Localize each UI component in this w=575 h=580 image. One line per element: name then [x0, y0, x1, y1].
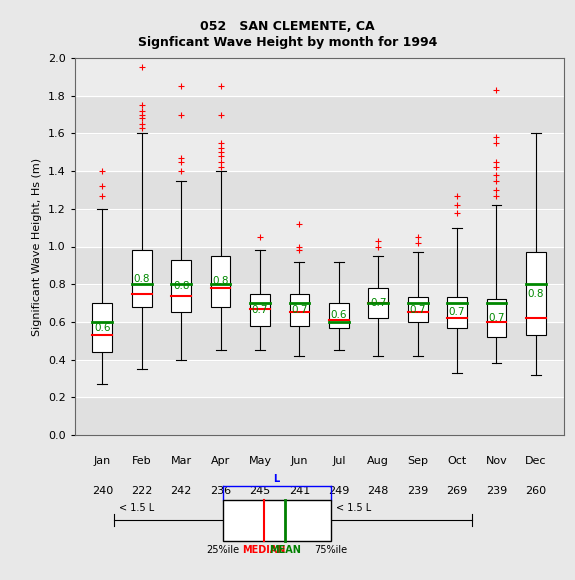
- Text: May: May: [248, 456, 271, 466]
- Bar: [290, 293, 309, 326]
- Bar: [250, 293, 270, 326]
- Text: MEAN: MEAN: [270, 545, 301, 555]
- Text: < 1.5 L: < 1.5 L: [336, 503, 371, 513]
- Text: 25%ile: 25%ile: [206, 545, 239, 555]
- Text: 0.7: 0.7: [409, 304, 426, 314]
- Text: 0.6: 0.6: [94, 322, 110, 332]
- Text: 0.7: 0.7: [449, 307, 465, 317]
- Text: 269: 269: [446, 486, 467, 496]
- Bar: [447, 298, 467, 328]
- Text: 239: 239: [407, 486, 428, 496]
- Text: 75%ile: 75%ile: [315, 545, 347, 555]
- Text: Dec: Dec: [525, 456, 547, 466]
- Text: 222: 222: [131, 486, 152, 496]
- Bar: [75, 58, 564, 96]
- Bar: [132, 251, 152, 307]
- Text: < 1.5 L: < 1.5 L: [119, 503, 154, 513]
- Bar: [75, 322, 564, 360]
- Text: 245: 245: [250, 486, 271, 496]
- Bar: [75, 133, 564, 171]
- Text: 240: 240: [92, 486, 113, 496]
- Text: Jan: Jan: [94, 456, 111, 466]
- Bar: [75, 360, 564, 397]
- Text: 0.8: 0.8: [173, 281, 189, 291]
- Text: 0.7: 0.7: [370, 298, 386, 308]
- Bar: [75, 397, 564, 435]
- Text: L: L: [274, 474, 280, 484]
- Y-axis label: Significant Wave Height, Hs (m): Significant Wave Height, Hs (m): [32, 157, 43, 336]
- Text: 239: 239: [486, 486, 507, 496]
- Text: Aug: Aug: [367, 456, 389, 466]
- Bar: [526, 252, 546, 335]
- Text: 0.6: 0.6: [331, 310, 347, 320]
- Text: Mar: Mar: [171, 456, 191, 466]
- Text: 0.7: 0.7: [488, 313, 505, 323]
- Text: 0.8: 0.8: [133, 274, 150, 284]
- Bar: [75, 209, 564, 246]
- Bar: [408, 298, 428, 322]
- Bar: [223, 500, 331, 541]
- Text: Nov: Nov: [486, 456, 507, 466]
- Text: 0.7: 0.7: [252, 304, 269, 314]
- Bar: [369, 288, 388, 318]
- Text: 052   SAN CLEMENTE, CA: 052 SAN CLEMENTE, CA: [200, 20, 375, 33]
- Bar: [75, 171, 564, 209]
- Bar: [75, 96, 564, 133]
- Text: Sep: Sep: [407, 456, 428, 466]
- Text: MEDIAN: MEDIAN: [242, 545, 285, 555]
- Text: 0.7: 0.7: [291, 304, 308, 314]
- Text: Signficant Wave Height by month for 1994: Signficant Wave Height by month for 1994: [138, 36, 437, 49]
- Text: 241: 241: [289, 486, 310, 496]
- Bar: [171, 260, 191, 313]
- Text: 236: 236: [210, 486, 231, 496]
- Bar: [210, 256, 231, 307]
- Bar: [93, 303, 112, 352]
- Text: Jul: Jul: [332, 456, 346, 466]
- Text: 0.8: 0.8: [212, 277, 229, 287]
- Text: 242: 242: [170, 486, 192, 496]
- Text: Apr: Apr: [211, 456, 230, 466]
- Bar: [75, 284, 564, 322]
- Text: Feb: Feb: [132, 456, 152, 466]
- Bar: [486, 299, 507, 337]
- Text: Oct: Oct: [447, 456, 467, 466]
- Text: Jun: Jun: [291, 456, 308, 466]
- Text: 248: 248: [367, 486, 389, 496]
- Text: 0.8: 0.8: [528, 289, 544, 299]
- Bar: [329, 303, 348, 328]
- Text: 260: 260: [526, 486, 546, 496]
- Text: 249: 249: [328, 486, 350, 496]
- Bar: [75, 246, 564, 284]
